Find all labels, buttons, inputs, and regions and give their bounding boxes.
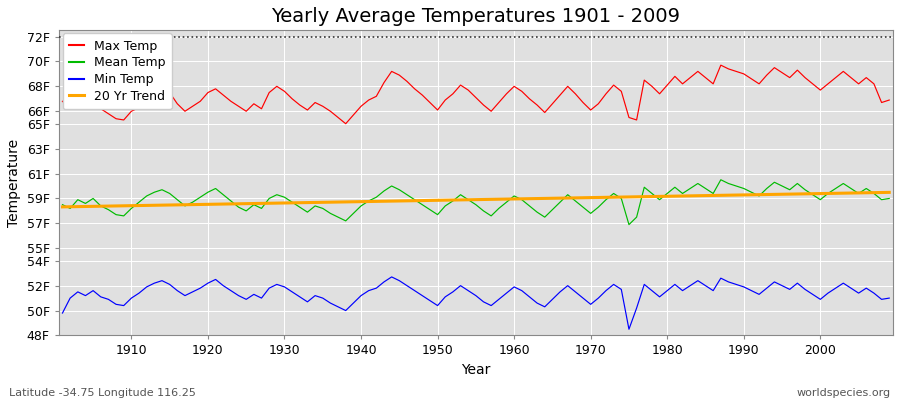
Legend: Max Temp, Mean Temp, Min Temp, 20 Yr Trend: Max Temp, Mean Temp, Min Temp, 20 Yr Tre… bbox=[63, 33, 172, 109]
Text: worldspecies.org: worldspecies.org bbox=[796, 388, 891, 398]
Y-axis label: Temperature: Temperature bbox=[7, 139, 21, 227]
Text: Latitude -34.75 Longitude 116.25: Latitude -34.75 Longitude 116.25 bbox=[9, 388, 196, 398]
Title: Yearly Average Temperatures 1901 - 2009: Yearly Average Temperatures 1901 - 2009 bbox=[272, 7, 680, 26]
X-axis label: Year: Year bbox=[461, 363, 491, 377]
